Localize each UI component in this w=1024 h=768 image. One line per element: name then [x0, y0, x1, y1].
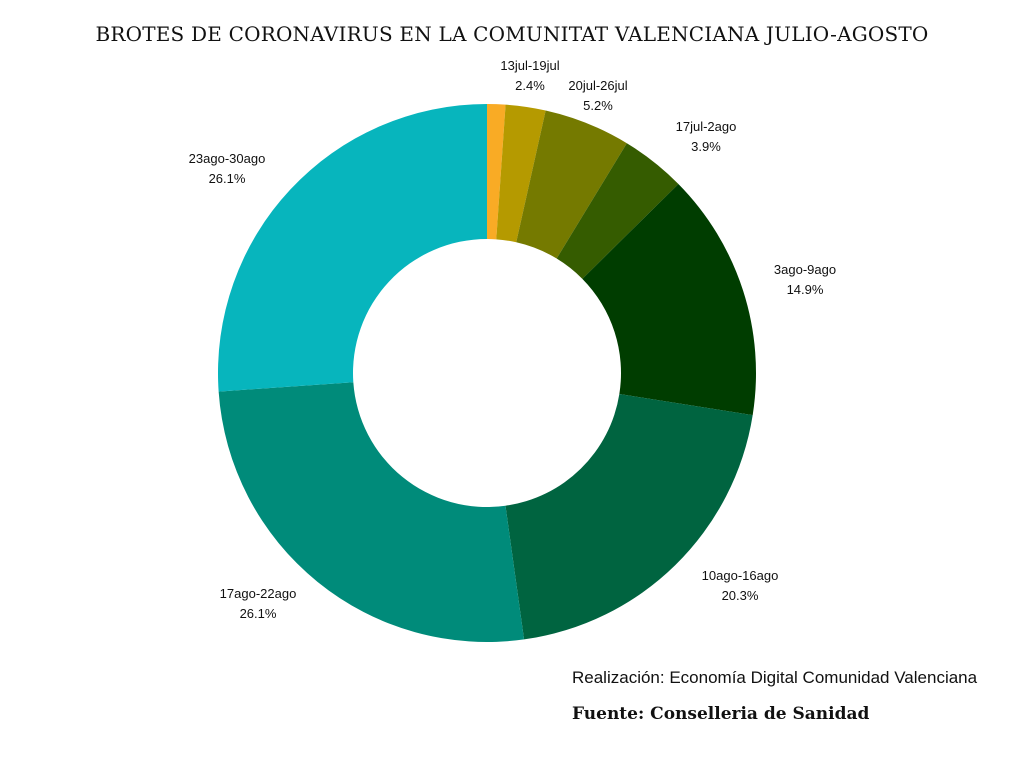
source-text: Fuente: Conselleria de Sanidad [572, 704, 870, 724]
slice-17jul-2ago [556, 143, 679, 279]
slice-label-name: 10ago-16ago [702, 568, 779, 583]
slice-label-value: 5.2% [583, 98, 613, 113]
slice-label-value: 20.3% [722, 588, 759, 603]
slice-label-name: 23ago-30ago [189, 151, 266, 166]
slice-3ago-9ago [582, 183, 756, 416]
slice-label-name: 20jul-26jul [568, 78, 627, 93]
slice-labels: 13jul-19jul 2.4% 20jul-26jul 5.2% 17jul-2ago… [189, 58, 836, 621]
slice-label-name: 17ago-22ago [220, 586, 297, 601]
slice-label-name: 17jul-2ago [676, 119, 737, 134]
donut-slices [218, 104, 756, 642]
slice-label-name: 13jul-19jul [500, 58, 559, 73]
slice-unlabeled [487, 104, 506, 240]
slice-label-name: 3ago-9ago [774, 262, 836, 277]
slice-10ago-16ago [505, 393, 753, 640]
slice-label-value: 26.1% [240, 606, 277, 621]
slice-20jul-26jul [516, 110, 627, 259]
slice-label-value: 3.9% [691, 139, 721, 154]
credit-text: Realización: Economía Digital Comunidad … [572, 668, 978, 687]
slice-13jul-19jul [496, 104, 546, 243]
slice-label-value: 26.1% [209, 171, 246, 186]
slice-label-value: 14.9% [787, 282, 824, 297]
chart-title: BROTES DE CORONAVIRUS EN LA COMUNITAT VA… [95, 22, 929, 46]
slice-23ago-30ago [218, 104, 487, 392]
slice-17ago-22ago [218, 382, 525, 642]
slice-label-value: 2.4% [515, 78, 545, 93]
